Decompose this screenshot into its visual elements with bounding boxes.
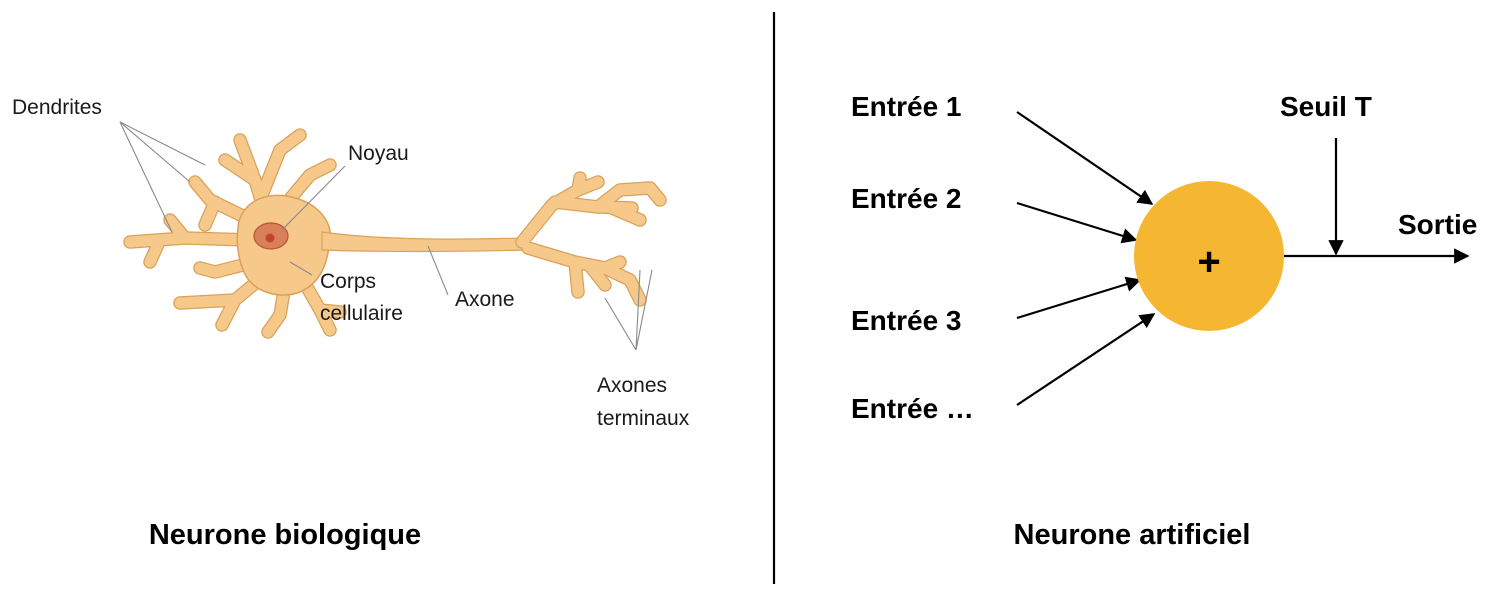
label-terminaux-line1: Axones xyxy=(597,374,667,397)
threshold-label: Seuil T xyxy=(1280,91,1372,122)
axon-shape xyxy=(321,231,529,253)
axon-terminals-shape xyxy=(515,171,667,307)
summation-operator: + xyxy=(1197,240,1220,284)
caption-biological: Neurone biologique xyxy=(149,519,421,551)
input-label-1: Entrée 1 xyxy=(851,91,962,122)
label-terminaux-line2: terminaux xyxy=(597,407,690,430)
input-arrow-1 xyxy=(1016,111,1154,205)
caption-artificial: Neurone artificiel xyxy=(1014,519,1251,551)
input-arrow-2 xyxy=(1016,201,1138,244)
label-noyau: Noyau xyxy=(348,142,409,165)
label-axone: Axone xyxy=(455,288,515,311)
nucleolus-shape xyxy=(265,233,275,243)
input-label-4: Entrée … xyxy=(851,393,974,424)
label-leader-lines xyxy=(119,121,653,351)
input-arrow-3 xyxy=(1016,276,1142,320)
label-dendrites: Dendrites xyxy=(12,96,102,119)
input-label-2: Entrée 2 xyxy=(851,183,962,214)
terminal-strokes xyxy=(516,172,666,306)
dendrites-shape xyxy=(123,128,347,339)
input-arrow-4 xyxy=(1016,313,1156,406)
output-label: Sortie xyxy=(1398,209,1477,240)
biological-neuron-panel: Dendrites Noyau Corps cellulaire Axone A… xyxy=(12,96,690,551)
label-corps-line1: Corps xyxy=(320,270,376,293)
summation-node xyxy=(1134,181,1284,331)
label-corps-line2: cellulaire xyxy=(320,302,403,325)
input-label-3: Entrée 3 xyxy=(851,305,962,336)
neuron-illustration xyxy=(123,128,667,339)
artificial-neuron-panel: + Entrée 1 Entrée 2 Entrée 3 Entrée … Se… xyxy=(851,91,1477,551)
dendrite-strokes xyxy=(124,129,346,338)
